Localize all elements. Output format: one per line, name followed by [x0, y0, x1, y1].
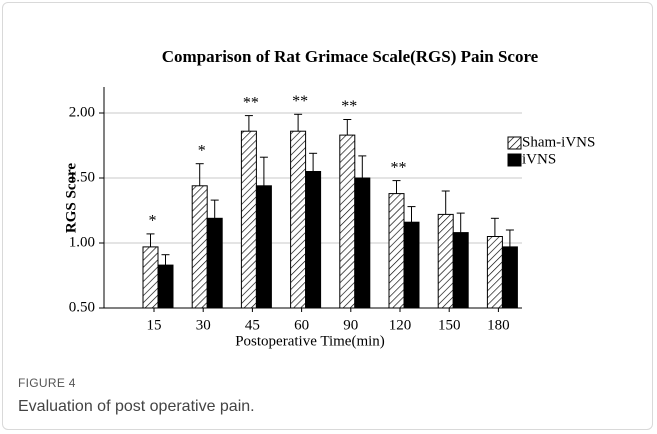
caption-text: Evaluation of post operative pain.: [18, 398, 255, 415]
legend-swatch: [507, 153, 522, 167]
significance-mark: *: [198, 142, 206, 159]
significance-mark: **: [391, 159, 407, 176]
significance-mark: **: [243, 94, 259, 111]
bar: [255, 185, 272, 309]
x-tick-label: 30: [196, 317, 211, 333]
bar: [206, 217, 223, 309]
bar: [388, 193, 405, 309]
x-tick-label: 120: [389, 317, 412, 333]
bar: [501, 246, 518, 309]
x-tick-label: 45: [245, 317, 260, 333]
legend-swatch: [507, 136, 522, 150]
x-tick-label: 60: [294, 317, 309, 333]
y-tick-label: 2.00: [69, 104, 95, 120]
legend-label: Sham-iVNS: [522, 134, 595, 150]
bar: [486, 236, 503, 309]
significance-mark: **: [341, 98, 357, 115]
bar: [354, 177, 371, 309]
bar: [240, 130, 257, 309]
bar: [290, 130, 307, 309]
significance-mark: *: [149, 213, 157, 230]
x-tick-label: 15: [147, 317, 162, 333]
bar: [305, 171, 322, 309]
significance-mark: **: [292, 93, 308, 110]
bar: [403, 221, 420, 309]
legend-label: iVNS: [522, 151, 556, 167]
x-tick-label: 90: [343, 317, 358, 333]
y-tick-label: 0.50: [69, 299, 95, 315]
x-tick-label: 150: [438, 317, 461, 333]
x-tick-label: 180: [487, 317, 510, 333]
bar: [452, 232, 469, 309]
chart: Comparison of Rat Grimace Scale(RGS) Pai…: [63, 47, 595, 350]
bar: [157, 264, 174, 309]
caption-label: FIGURE 4: [18, 376, 76, 390]
bar: [191, 185, 208, 309]
chart-title: Comparison of Rat Grimace Scale(RGS) Pai…: [162, 47, 539, 66]
figure-card: [2, 2, 653, 430]
bar: [437, 213, 454, 309]
bar: [339, 134, 356, 309]
y-tick-label: 1.50: [69, 169, 95, 185]
y-axis-label: RGS Score: [63, 163, 79, 233]
x-axis-label: Postoperative Time(min): [235, 333, 385, 349]
bar: [142, 246, 159, 309]
y-tick-label: 1.00: [69, 234, 95, 250]
